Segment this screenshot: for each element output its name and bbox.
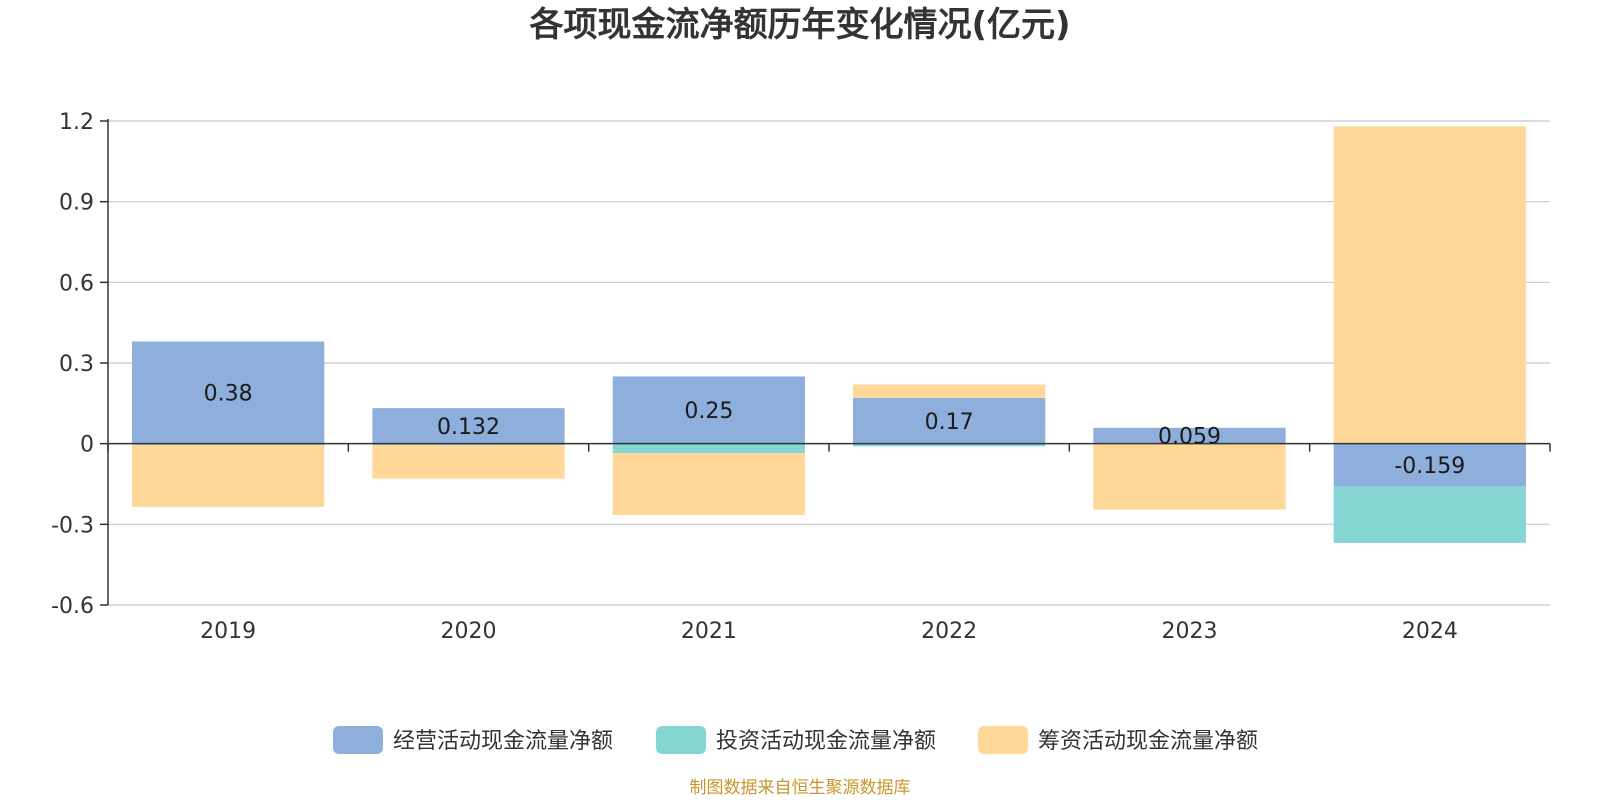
bar-s1-2021 bbox=[612, 443, 805, 454]
legend-label-1: 投资活动现金流量净额 bbox=[716, 729, 936, 754]
legend-item-1[interactable]: 投资活动现金流量净额 bbox=[656, 726, 936, 754]
bar-s0-2022 bbox=[853, 397, 1046, 444]
x-tick-label-2019: 2019 bbox=[200, 619, 256, 644]
legend-swatch-2 bbox=[978, 726, 1028, 754]
x-tick-label-2023: 2023 bbox=[1162, 619, 1218, 644]
y-axis-ticks: 1.2 0.9 0.6 0.3 0 -0.3 -0.6 bbox=[51, 110, 108, 619]
bar-s2-2019 bbox=[132, 445, 325, 507]
data-label-2021: 0.25 bbox=[684, 399, 733, 424]
bar-s0-2023 bbox=[1093, 427, 1286, 444]
legend-item-2[interactable]: 筹资活动现金流量净额 bbox=[978, 726, 1258, 754]
bar-s1-2022 bbox=[853, 443, 1046, 447]
legend-item-0[interactable]: 经营活动现金流量净额 bbox=[333, 726, 613, 754]
y-tick-label-6: -0.6 bbox=[51, 594, 94, 619]
x-axis-ticks: 2019 2020 2021 2022 2023 2024 bbox=[200, 619, 1458, 644]
data-label-2020: 0.132 bbox=[437, 415, 500, 440]
bar-s0-2019 bbox=[132, 341, 325, 444]
x-tick-label-2022: 2022 bbox=[921, 619, 977, 644]
y-tick-label-0: 1.2 bbox=[59, 110, 94, 135]
data-label-2019: 0.38 bbox=[204, 382, 253, 407]
bar-s1-2024 bbox=[1333, 486, 1526, 543]
bars bbox=[132, 126, 1526, 543]
y-tick-label-4: 0 bbox=[80, 433, 94, 458]
legend-label-0: 经营活动现金流量净额 bbox=[393, 729, 613, 754]
x-tick-label-2020: 2020 bbox=[441, 619, 497, 644]
grid-lines bbox=[108, 120, 1550, 606]
bar-s0-2020 bbox=[372, 408, 565, 444]
y-tick-label-3: 0.3 bbox=[59, 352, 94, 377]
data-label-2022: 0.17 bbox=[925, 410, 974, 435]
legend-label-2: 筹资活动现金流量净额 bbox=[1038, 729, 1258, 754]
legend-swatch-1 bbox=[656, 726, 706, 754]
data-label-2023: 0.059 bbox=[1158, 425, 1221, 450]
legend: 经营活动现金流量净额 投资活动现金流量净额 筹资活动现金流量净额 bbox=[333, 726, 1258, 754]
data-labels: 0.38 0.132 0.25 0.17 0.059 -0.159 bbox=[204, 382, 1466, 479]
bar-s2-2023 bbox=[1093, 443, 1286, 510]
bar-s2-2020 bbox=[372, 445, 565, 479]
x-tick-label-2024: 2024 bbox=[1402, 619, 1458, 644]
x-tick-label-2021: 2021 bbox=[681, 619, 737, 644]
y-tick-label-2: 0.6 bbox=[59, 271, 94, 296]
y-tick-label-5: -0.3 bbox=[51, 513, 94, 538]
bar-s2-2022 bbox=[853, 384, 1046, 398]
data-label-2024: -0.159 bbox=[1394, 454, 1465, 479]
legend-swatch-0 bbox=[333, 726, 383, 754]
chart-title: 各项现金流净额历年变化情况(亿元) bbox=[529, 5, 1070, 45]
bar-s2-2021 bbox=[612, 453, 805, 515]
bar-s2-2024 bbox=[1333, 126, 1526, 444]
source-note: 制图数据来自恒生聚源数据库 bbox=[690, 778, 911, 798]
y-tick-label-1: 0.9 bbox=[59, 191, 94, 216]
bar-s0-2024 bbox=[1333, 443, 1526, 487]
bar-s0-2021 bbox=[612, 376, 805, 444]
